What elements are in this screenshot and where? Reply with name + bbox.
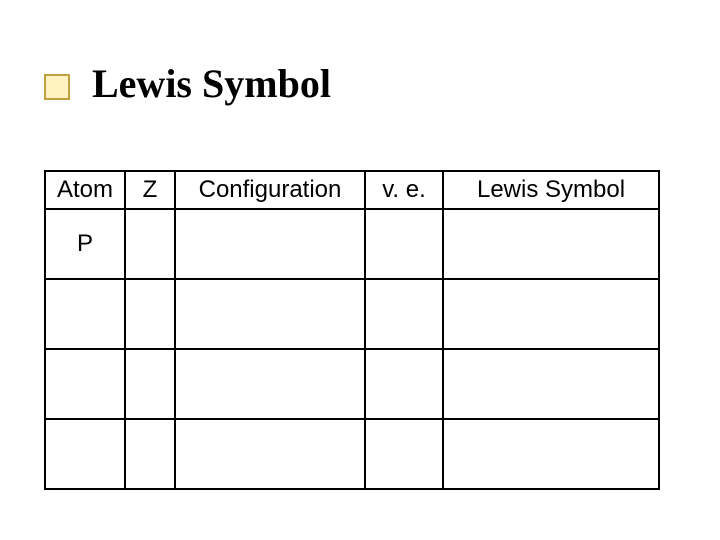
table-row	[45, 279, 659, 349]
cell-atom	[45, 349, 125, 419]
cell-atom	[45, 279, 125, 349]
cell-z	[125, 419, 175, 489]
table-row	[45, 349, 659, 419]
cell-config	[175, 209, 365, 279]
lewis-table-wrap: Atom Z Configuration v. e. Lewis Symbol …	[44, 170, 660, 490]
cell-lewis	[443, 209, 659, 279]
cell-lewis	[443, 349, 659, 419]
cell-ve	[365, 279, 443, 349]
cell-z	[125, 349, 175, 419]
cell-config	[175, 419, 365, 489]
cell-z	[125, 279, 175, 349]
col-atom: Atom	[45, 171, 125, 209]
table-row: P	[45, 209, 659, 279]
col-ve: v. e.	[365, 171, 443, 209]
cell-atom	[45, 419, 125, 489]
title-bullet-icon	[44, 74, 70, 100]
table-row	[45, 419, 659, 489]
cell-atom: P	[45, 209, 125, 279]
slide: Lewis Symbol Atom Z Configuration v. e. …	[0, 0, 720, 540]
cell-ve	[365, 349, 443, 419]
table-header-row: Atom Z Configuration v. e. Lewis Symbol	[45, 171, 659, 209]
cell-lewis	[443, 279, 659, 349]
col-lewis: Lewis Symbol	[443, 171, 659, 209]
cell-ve	[365, 209, 443, 279]
cell-z	[125, 209, 175, 279]
col-config: Configuration	[175, 171, 365, 209]
lewis-table: Atom Z Configuration v. e. Lewis Symbol …	[44, 170, 660, 490]
title-row: Lewis Symbol	[44, 60, 331, 107]
cell-ve	[365, 419, 443, 489]
col-z: Z	[125, 171, 175, 209]
cell-config	[175, 349, 365, 419]
cell-config	[175, 279, 365, 349]
cell-lewis	[443, 419, 659, 489]
slide-title: Lewis Symbol	[92, 60, 331, 107]
